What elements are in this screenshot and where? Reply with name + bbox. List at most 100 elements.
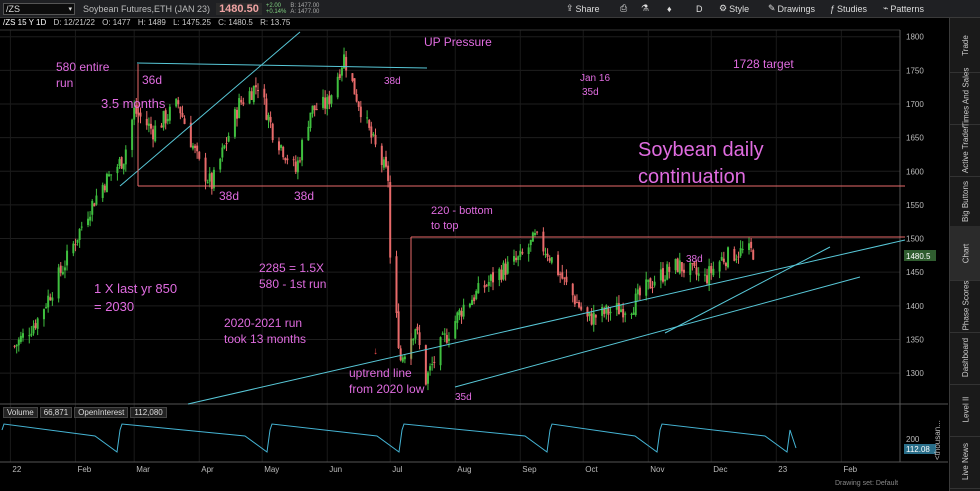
candle-body <box>183 118 186 124</box>
candle-body <box>330 95 333 104</box>
tab-live-news[interactable]: Live News <box>950 434 980 489</box>
candle-body <box>550 257 553 263</box>
ask-value: A: 1477.00 <box>290 8 320 15</box>
candle-body <box>489 274 492 281</box>
patterns-button[interactable]: ⌁ Patterns <box>883 3 924 14</box>
candle-body <box>223 145 226 149</box>
candle-body <box>240 99 243 103</box>
annotation-2020-2021-run: 2020-2021 run <box>224 316 302 330</box>
drawings-button[interactable]: ✎ Drawings <box>768 3 816 14</box>
candle-body <box>242 102 245 105</box>
gear-icon: ⚙ <box>719 3 728 13</box>
tab-level-ii[interactable]: Level II <box>950 382 980 437</box>
instrument-description: Soybean Futures,ETH (JAN 23) <box>83 3 211 14</box>
candle-body <box>309 112 312 129</box>
candle-body <box>382 159 385 168</box>
candle-body <box>533 233 536 236</box>
candle-body <box>399 348 402 361</box>
candle-body <box>280 145 283 148</box>
tab-active-trader[interactable]: Active Trader <box>950 122 980 177</box>
x-tick-label: Feb <box>77 465 91 474</box>
candle-body <box>431 363 434 365</box>
oi-label: OpenInterest <box>74 407 129 418</box>
candle-body <box>17 339 20 346</box>
tab-big-buttons[interactable]: Big Buttons <box>950 174 980 229</box>
candle-body <box>586 307 589 317</box>
candle-body <box>227 135 230 142</box>
candle-body <box>13 345 16 347</box>
annotation-run: run <box>56 76 73 90</box>
candle-body <box>21 333 24 338</box>
tab-dashboard[interactable]: Dashboard <box>950 330 980 385</box>
candle-body <box>152 129 155 140</box>
candle-body <box>424 345 427 385</box>
tab-chart[interactable]: Chart <box>950 226 980 281</box>
candle-body <box>748 243 751 250</box>
tab-phase-scores[interactable]: Phase Scores <box>950 278 980 333</box>
tab-trade[interactable]: Trade <box>950 18 980 73</box>
candle-body <box>254 85 257 88</box>
candle-body <box>724 263 727 267</box>
candle-body <box>359 106 362 118</box>
lower-channel-line <box>454 276 861 388</box>
candle-body <box>519 250 522 257</box>
oi-badge <box>904 444 936 454</box>
timeframe-button[interactable]: D <box>696 3 703 14</box>
candle-body <box>166 118 169 122</box>
candle-body <box>439 337 442 366</box>
candle-body <box>284 158 287 161</box>
candle-body <box>366 117 369 119</box>
volume-unit-text: <thousan... <box>933 420 942 460</box>
candle-body <box>265 98 268 120</box>
candle-body <box>72 243 75 254</box>
candle-body <box>194 145 197 149</box>
share-button[interactable]: ⇪ Share <box>566 3 600 14</box>
annotation-2030: = 2030 <box>94 299 134 314</box>
candle-body <box>59 265 62 273</box>
candle-body <box>664 279 667 282</box>
candle-body <box>15 344 18 347</box>
symbol-input[interactable]: /ZS ▾ <box>3 2 75 15</box>
chevron-down-icon: ▾ <box>68 5 72 13</box>
candle-body <box>118 159 121 167</box>
candle-body <box>722 258 725 263</box>
style-button[interactable]: ⚙ Style <box>719 3 750 14</box>
candle-body <box>324 97 327 109</box>
y-tick-label: 1500 <box>906 235 924 244</box>
y-tick-label: 1650 <box>906 134 924 143</box>
candle-body <box>477 283 480 294</box>
candle-body <box>475 290 478 300</box>
candle-body <box>286 158 289 161</box>
candle-body <box>601 307 604 316</box>
volume-label: Volume <box>3 407 38 418</box>
alert-button[interactable]: ♦ <box>667 2 672 15</box>
candle-body <box>651 287 654 289</box>
candle-body <box>561 272 564 279</box>
y-tick-label: 1800 <box>906 33 924 42</box>
candle-body <box>412 338 415 341</box>
tab-times-and-sales[interactable]: Times And Sales <box>950 67 980 127</box>
candle-body <box>607 307 610 315</box>
candle-body <box>622 308 625 318</box>
studies-button[interactable]: ƒ Studies <box>830 3 868 14</box>
uptrend-from-2020-low <box>187 239 906 405</box>
annotation-36d: 36d <box>142 73 162 87</box>
candle-body <box>571 283 574 296</box>
candle-body <box>370 126 373 138</box>
candle-body <box>311 105 314 114</box>
print-button[interactable]: ⎙ <box>620 2 627 15</box>
candle-body <box>120 157 123 169</box>
candle-body <box>76 239 79 243</box>
candle-body <box>609 311 612 314</box>
candle-body <box>238 98 241 119</box>
candle-body <box>30 333 33 336</box>
candle-body <box>49 297 52 301</box>
candle-body <box>594 314 597 318</box>
candle-body <box>682 269 685 273</box>
chart-title: /ZS 15 Y 1D <box>3 18 47 27</box>
candle-body <box>271 123 274 141</box>
flask-button[interactable]: ⚗ <box>641 2 649 15</box>
candle-body <box>343 54 346 69</box>
candle-body <box>206 182 209 184</box>
